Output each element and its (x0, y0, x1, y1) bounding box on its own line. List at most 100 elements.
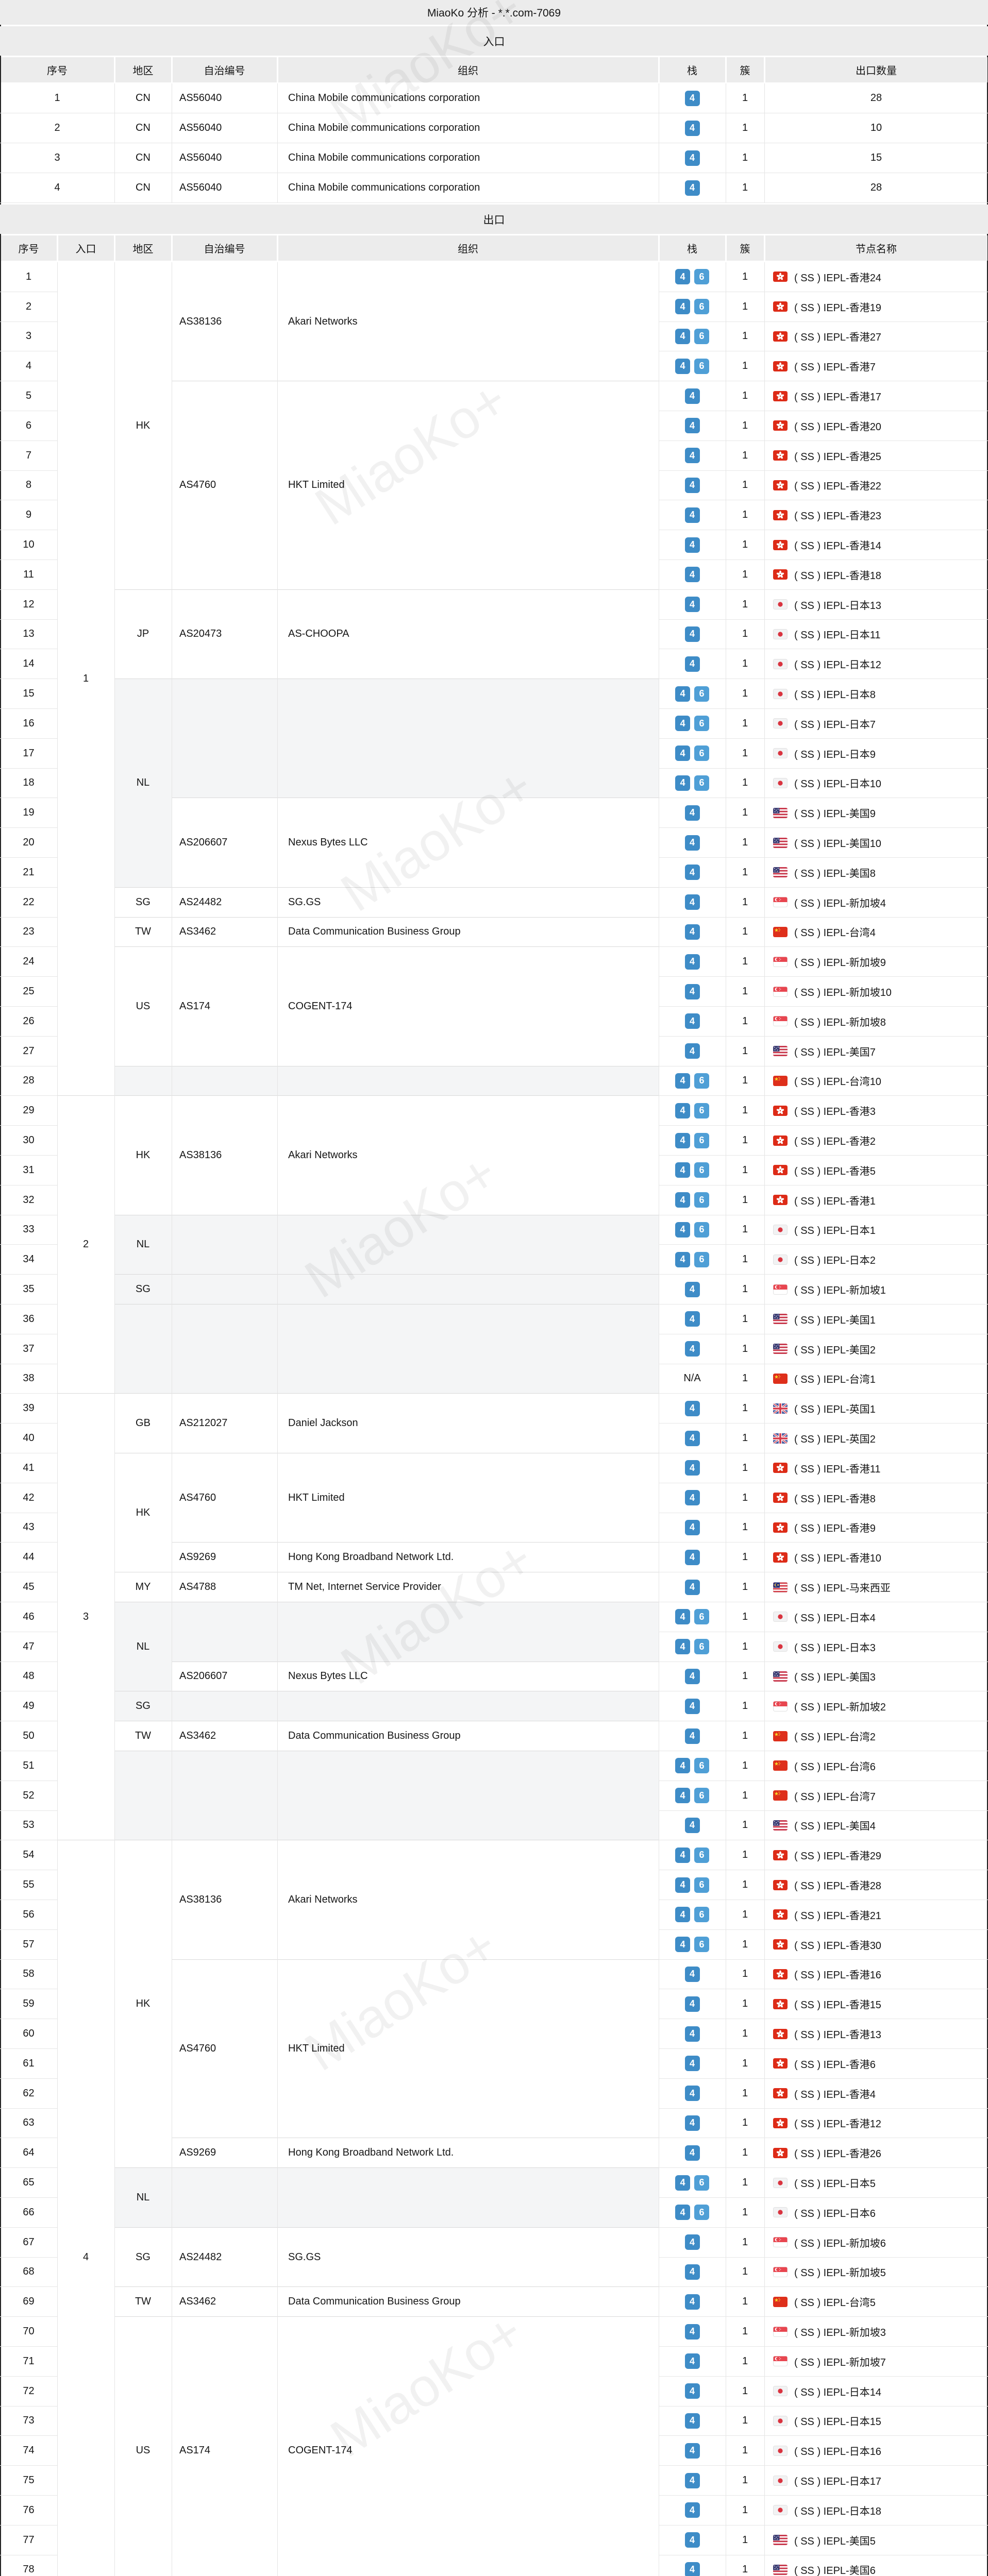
node-name-cell: ( SS ) IEPL-香港29 (764, 1840, 988, 1871)
node-name: ( SS ) IEPL-香港17 (794, 392, 881, 403)
seq-cell: 53 (0, 1811, 57, 1841)
merged-span-spacer (57, 1304, 659, 1334)
seq-cell: 69 (0, 2287, 57, 2317)
node-name: ( SS ) IEPL-新加坡10 (794, 987, 892, 999)
ipv6-stack-badge: 6 (694, 716, 709, 732)
merged-span-spacer (57, 2377, 659, 2406)
seq-cell: 12 (0, 590, 57, 620)
jp-flag-icon (773, 688, 788, 699)
stack-cell: 4 (659, 1037, 726, 1066)
region-group-cell: US (114, 947, 172, 1066)
ipv4-stack-badge: 4 (675, 1639, 690, 1655)
exit-table-row: 11 4 1 ( SS ) IEPL-香港18 (0, 560, 988, 590)
region-group-cell: TW (114, 2287, 172, 2317)
exit-count-cell: 28 (764, 83, 988, 113)
cluster-cell: 1 (726, 798, 764, 828)
ipv4-stack-badge: 4 (675, 1162, 690, 1178)
exit-table-row: 30 4 6 1( SS ) IEPL-香港2 (0, 1126, 988, 1156)
hk-flag-icon (773, 450, 788, 461)
stack-cell: 4 (659, 2496, 726, 2526)
ipv4-stack-badge: 4 (684, 388, 700, 404)
asn-cell: AS9269 (179, 1551, 216, 1563)
cluster-cell: 1 (726, 1662, 764, 1692)
region-group-cell (114, 1066, 172, 1096)
hk-flag-icon (773, 510, 788, 520)
node-name-cell: ( SS ) IEPL-日本2 (764, 1245, 988, 1275)
org-cell: China Mobile communications corporation (277, 113, 659, 143)
ipv6-stack-badge: 6 (694, 1162, 709, 1178)
node-name-cell: ( SS ) IEPL-香港12 (764, 2109, 988, 2139)
stack-cell: 4 (659, 113, 726, 143)
cluster-cell: 1 (726, 739, 764, 769)
ipv4-stack-badge: 4 (675, 745, 690, 761)
exit-table-row: 22 4 1 ( SS ) IEPL-新加坡4 (0, 888, 988, 918)
cluster-cell: 1 (726, 1930, 764, 1960)
column-header: 节点名称 (765, 235, 987, 261)
merged-span-spacer (57, 1691, 659, 1721)
org-cell: China Mobile communications corporation (277, 173, 659, 203)
seq-cell: 18 (0, 769, 57, 799)
stack-cell: 4 (659, 1691, 726, 1722)
column-header: 自治编号 (172, 57, 277, 82)
node-name-cell: ( SS ) IEPL-香港18 (764, 560, 988, 590)
asn-cell: AS56040 (172, 143, 277, 173)
seq-cell: 5 (0, 381, 57, 411)
node-name: ( SS ) IEPL-台湾1 (794, 1374, 876, 1386)
exit-table-row: 1 4 6 1( SS ) IEPL-香港24 (0, 262, 988, 292)
us-flag-icon (773, 1820, 788, 1831)
node-name-cell: ( SS ) IEPL-日本17 (764, 2466, 988, 2496)
node-name: ( SS ) IEPL-香港22 (794, 481, 881, 493)
cluster-cell: 1 (726, 2466, 764, 2496)
node-name: ( SS ) IEPL-香港27 (794, 332, 881, 344)
entry-table-row: 2 CN AS56040 China Mobile communications co… (0, 113, 988, 143)
hk-flag-icon (773, 1969, 788, 1979)
column-header: 自治编号 (172, 235, 277, 261)
region-group-cell (114, 1304, 172, 1394)
stack-cell: 4 (659, 2228, 726, 2258)
column-header: 序号 (1, 57, 114, 82)
org-cell: China Mobile communications corporation (277, 143, 659, 173)
exit-count-cell: 10 (764, 113, 988, 143)
exit-table-row: 5 4 1 ( SS ) IEPL-香港17 (0, 381, 988, 411)
hk-flag-icon (773, 2088, 788, 2099)
merged-span-spacer (57, 2317, 659, 2347)
us-flag-icon (773, 807, 788, 818)
node-name-cell: ( SS ) IEPL-香港9 (764, 1513, 988, 1543)
stack-cell: 4 (659, 1453, 726, 1483)
asn-cell: AS3462 (179, 1730, 216, 1742)
seq-cell: 66 (0, 2198, 57, 2228)
asn-cell: AS3462 (179, 926, 216, 938)
asn-org-group-cell: AS3462 Data Communication Business Group (172, 917, 659, 947)
seq-cell: 36 (0, 1304, 57, 1334)
column-header: 栈 (659, 235, 725, 261)
ipv4-stack-badge: 4 (684, 2472, 700, 2488)
cluster-cell: 1 (726, 2258, 764, 2287)
us-flag-icon (773, 837, 788, 848)
ipv4-stack-badge: 4 (675, 2205, 690, 2221)
ipv4-stack-badge: 4 (684, 477, 700, 493)
exit-table-row: 77 4 1 ( SS ) IEPL-美国5 (0, 2526, 988, 2555)
merged-span-spacer (57, 292, 659, 322)
us-flag-icon (773, 2535, 788, 2546)
exit-table-row: 9 4 1 ( SS ) IEPL-香港23 (0, 500, 988, 531)
asn-org-group-cell (172, 2168, 659, 2228)
exit-table-row: 21 4 1 ( SS ) IEPL-美国8 (0, 858, 988, 888)
exit-table-row: 23 4 1 ( SS ) IEPL-台湾4 (0, 918, 988, 947)
exit-table-row: 4 4 6 1( SS ) IEPL-香港7 (0, 351, 988, 382)
node-name: ( SS ) IEPL-日本17 (794, 2476, 881, 2488)
entry-table-row: 3 CN AS56040 China Mobile communications co… (0, 143, 988, 173)
cluster-cell: 1 (726, 1096, 764, 1126)
column-header: 组织 (278, 57, 658, 82)
ipv4-stack-badge: 4 (684, 1579, 700, 1595)
node-name: ( SS ) IEPL-美国3 (794, 1672, 876, 1684)
cluster-cell: 1 (726, 1513, 764, 1543)
ipv4-stack-badge: 4 (684, 1817, 700, 1833)
seq-cell: 59 (0, 1989, 57, 2020)
hk-flag-icon (773, 1165, 788, 1176)
cluster-cell: 1 (726, 381, 764, 411)
ipv6-stack-badge: 6 (694, 1877, 709, 1893)
jp-flag-icon (773, 629, 788, 639)
ipv4-stack-badge: 4 (684, 1698, 700, 1714)
exit-table-row: 61 4 1 ( SS ) IEPL-香港6 (0, 2049, 988, 2079)
